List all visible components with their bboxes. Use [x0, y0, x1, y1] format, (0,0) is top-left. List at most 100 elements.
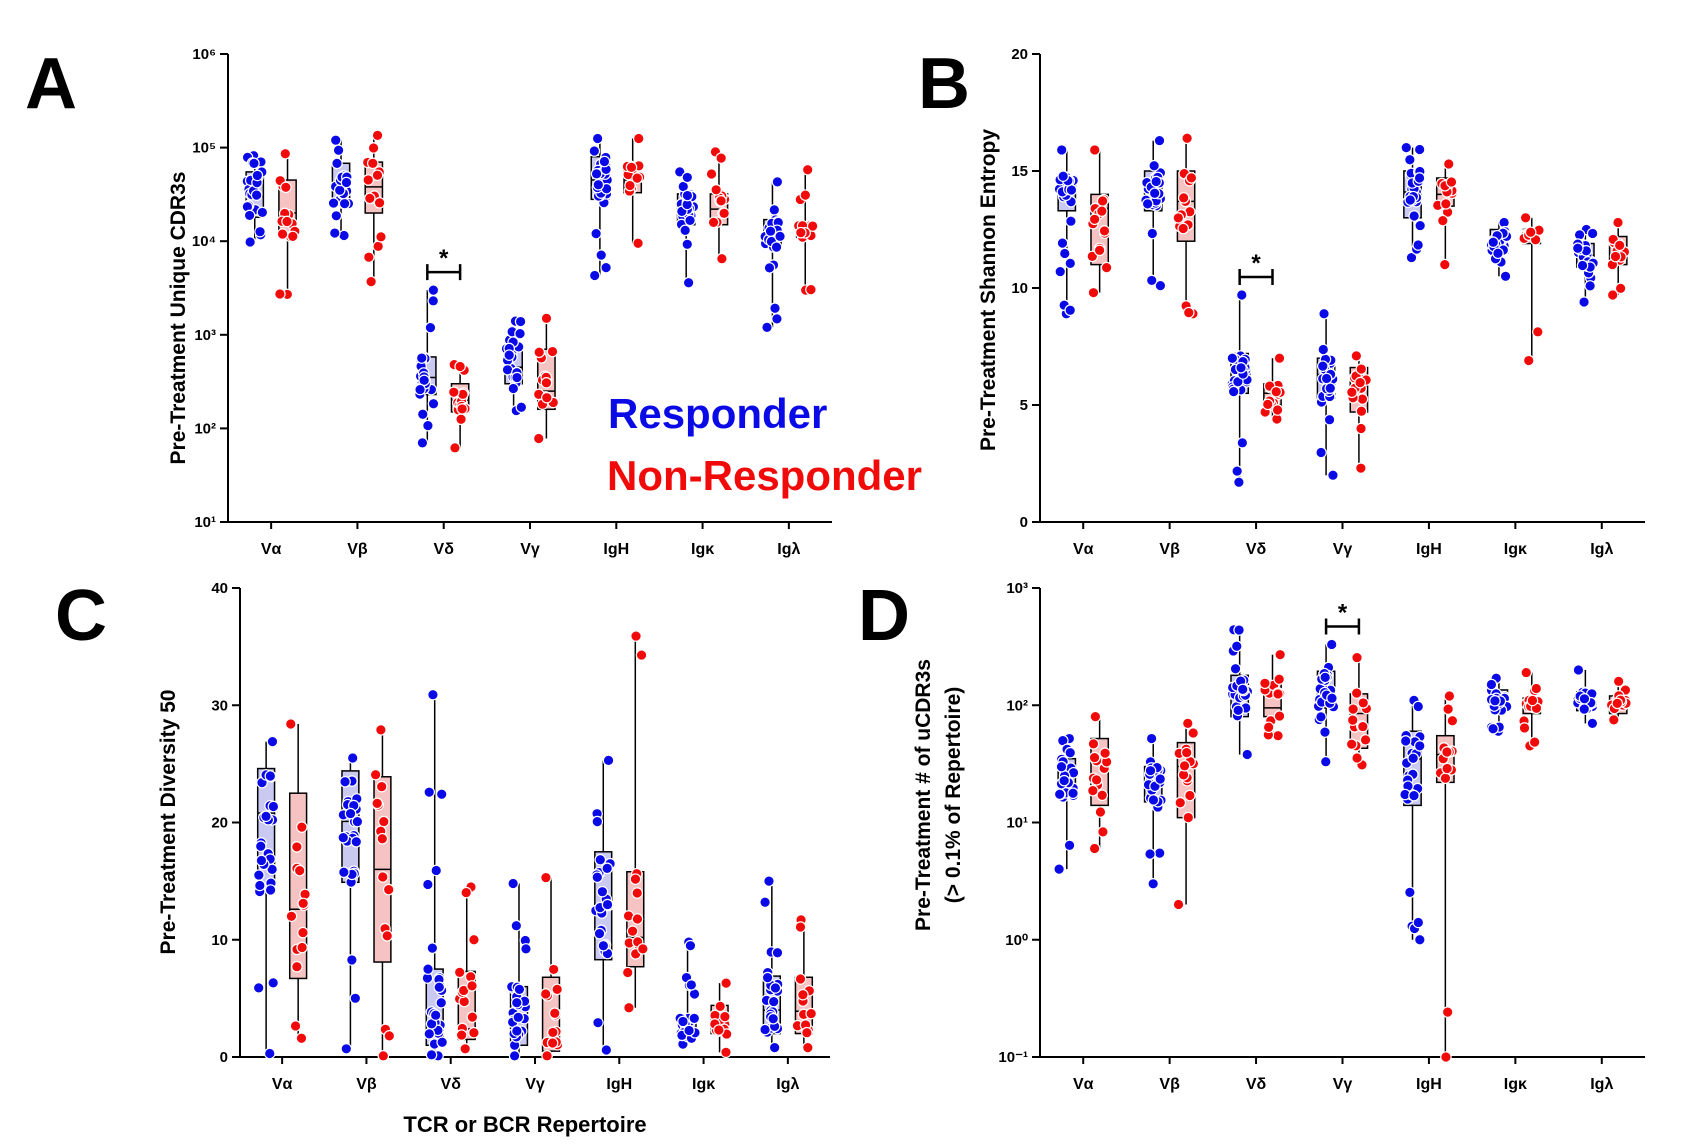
non-responder-point — [1096, 195, 1109, 207]
non-responder-box-group — [1087, 710, 1113, 855]
non-responder-point — [1518, 722, 1531, 734]
responder-point — [508, 1050, 521, 1062]
responder-point — [340, 1042, 353, 1055]
non-responder-box-group — [1172, 717, 1200, 911]
responder-point — [507, 382, 520, 395]
responder-point — [774, 230, 786, 243]
responder-point — [1317, 343, 1330, 356]
non-responder-box-group — [1172, 132, 1199, 320]
y-tick-label: 20 — [211, 815, 228, 832]
responder-point — [1412, 916, 1425, 929]
non-responder-box-group — [1259, 648, 1286, 742]
x-tick-label: IgH — [1416, 541, 1442, 558]
responder-point — [1319, 755, 1332, 768]
non-responder-point — [1273, 673, 1286, 686]
non-responder-point — [363, 251, 375, 263]
non-responder-point — [1611, 697, 1624, 710]
non-responder-point — [1185, 172, 1198, 184]
responder-point — [1057, 170, 1069, 183]
non-responder-point — [715, 152, 727, 164]
non-responder-point — [377, 1050, 390, 1062]
y-tick-label: 0 — [1020, 514, 1028, 531]
responder-point — [1064, 257, 1077, 270]
non-responder-point — [547, 1026, 559, 1039]
responder-point — [602, 754, 615, 767]
non-responder-point — [799, 189, 812, 201]
responder-point — [1226, 352, 1239, 365]
responder-point — [1412, 239, 1424, 251]
responder-point — [510, 996, 523, 1009]
y-tick-label: 10⁶ — [192, 46, 216, 63]
non-responder-point — [1093, 244, 1106, 257]
responder-box-group — [759, 875, 784, 1054]
panel-c: 0 10 20 30 40 Pre-Treatment Diversity 50 Vα Vβ V… — [157, 580, 830, 1093]
non-responder-point — [532, 432, 545, 445]
responder-point — [1399, 735, 1412, 747]
non-responder-point — [364, 192, 376, 205]
non-responder-point — [468, 933, 480, 946]
non-responder-point — [295, 1032, 308, 1045]
non-responder-box-group — [1605, 675, 1632, 726]
non-responder-point — [375, 724, 387, 736]
responder-point — [327, 197, 340, 209]
responder-point — [422, 419, 434, 432]
responder-point — [1487, 722, 1499, 735]
responder-point — [435, 996, 448, 1009]
x-tick-label: Igλ — [776, 1076, 799, 1093]
significance-bracket — [1238, 269, 1274, 286]
x-tick-label: Vα — [1073, 541, 1094, 558]
non-responder-point — [1612, 216, 1624, 229]
non-responder-point — [1181, 132, 1193, 145]
non-responder-point — [1178, 760, 1191, 772]
responder-point — [1146, 227, 1159, 240]
non-responder-point — [1273, 352, 1286, 364]
non-responder-point — [1172, 898, 1185, 911]
non-responder-point — [707, 216, 720, 229]
non-responder-point — [289, 1020, 302, 1032]
responder-box-group — [673, 166, 700, 289]
non-responder-point — [713, 1024, 725, 1036]
non-responder-point — [459, 1042, 472, 1055]
x-tick-label: Igλ — [1590, 1076, 1613, 1093]
non-responder-point — [447, 386, 460, 398]
responder-point — [332, 144, 345, 157]
responder-point — [430, 864, 443, 877]
responder-box-group — [1485, 216, 1513, 283]
non-responder-point — [540, 312, 553, 325]
x-tick-label: Igλ — [777, 541, 800, 558]
responder-box-group — [759, 176, 786, 334]
responder-point — [1573, 229, 1586, 241]
non-responder-point — [454, 360, 466, 373]
non-responder-point — [1182, 811, 1195, 824]
responder-point — [682, 276, 695, 289]
panel-letter-a: A — [25, 44, 77, 124]
non-responder-point — [1441, 1006, 1454, 1018]
responder-point — [425, 1049, 438, 1061]
non-responder-point — [279, 147, 292, 160]
x-tick-label: Vβ — [356, 1076, 377, 1093]
non-responder-point — [1445, 176, 1458, 188]
responder-point — [337, 831, 350, 844]
non-responder-point — [805, 283, 817, 296]
responder-point — [1145, 732, 1158, 745]
responder-point — [1584, 280, 1596, 292]
panel-d: 10⁻¹ 10⁰ 10¹ 10² 10³ Pre-Treatment # of uCDR3… — [912, 580, 1645, 1093]
non-responder-box-group — [539, 871, 564, 1062]
non-responder-point — [296, 821, 308, 833]
non-responder-box-group — [791, 914, 817, 1054]
x-tick-label: Vδ — [441, 1076, 462, 1093]
x-tick-label: Vδ — [1246, 1076, 1267, 1093]
non-responder-point — [291, 960, 303, 973]
non-responder-box-group — [1518, 212, 1545, 367]
responder-point — [427, 688, 439, 701]
responder-point — [1315, 446, 1327, 459]
non-responder-point — [1442, 158, 1455, 170]
responder-point — [769, 302, 781, 315]
responder-point — [769, 982, 782, 994]
non-responder-point — [631, 913, 644, 925]
non-responder-point — [794, 921, 807, 933]
non-responder-point — [1087, 784, 1099, 797]
responder-point — [1145, 274, 1158, 287]
y-axis-title: Pre-Treatment Shannon Entropy — [977, 129, 1000, 451]
responder-point — [1324, 382, 1337, 394]
